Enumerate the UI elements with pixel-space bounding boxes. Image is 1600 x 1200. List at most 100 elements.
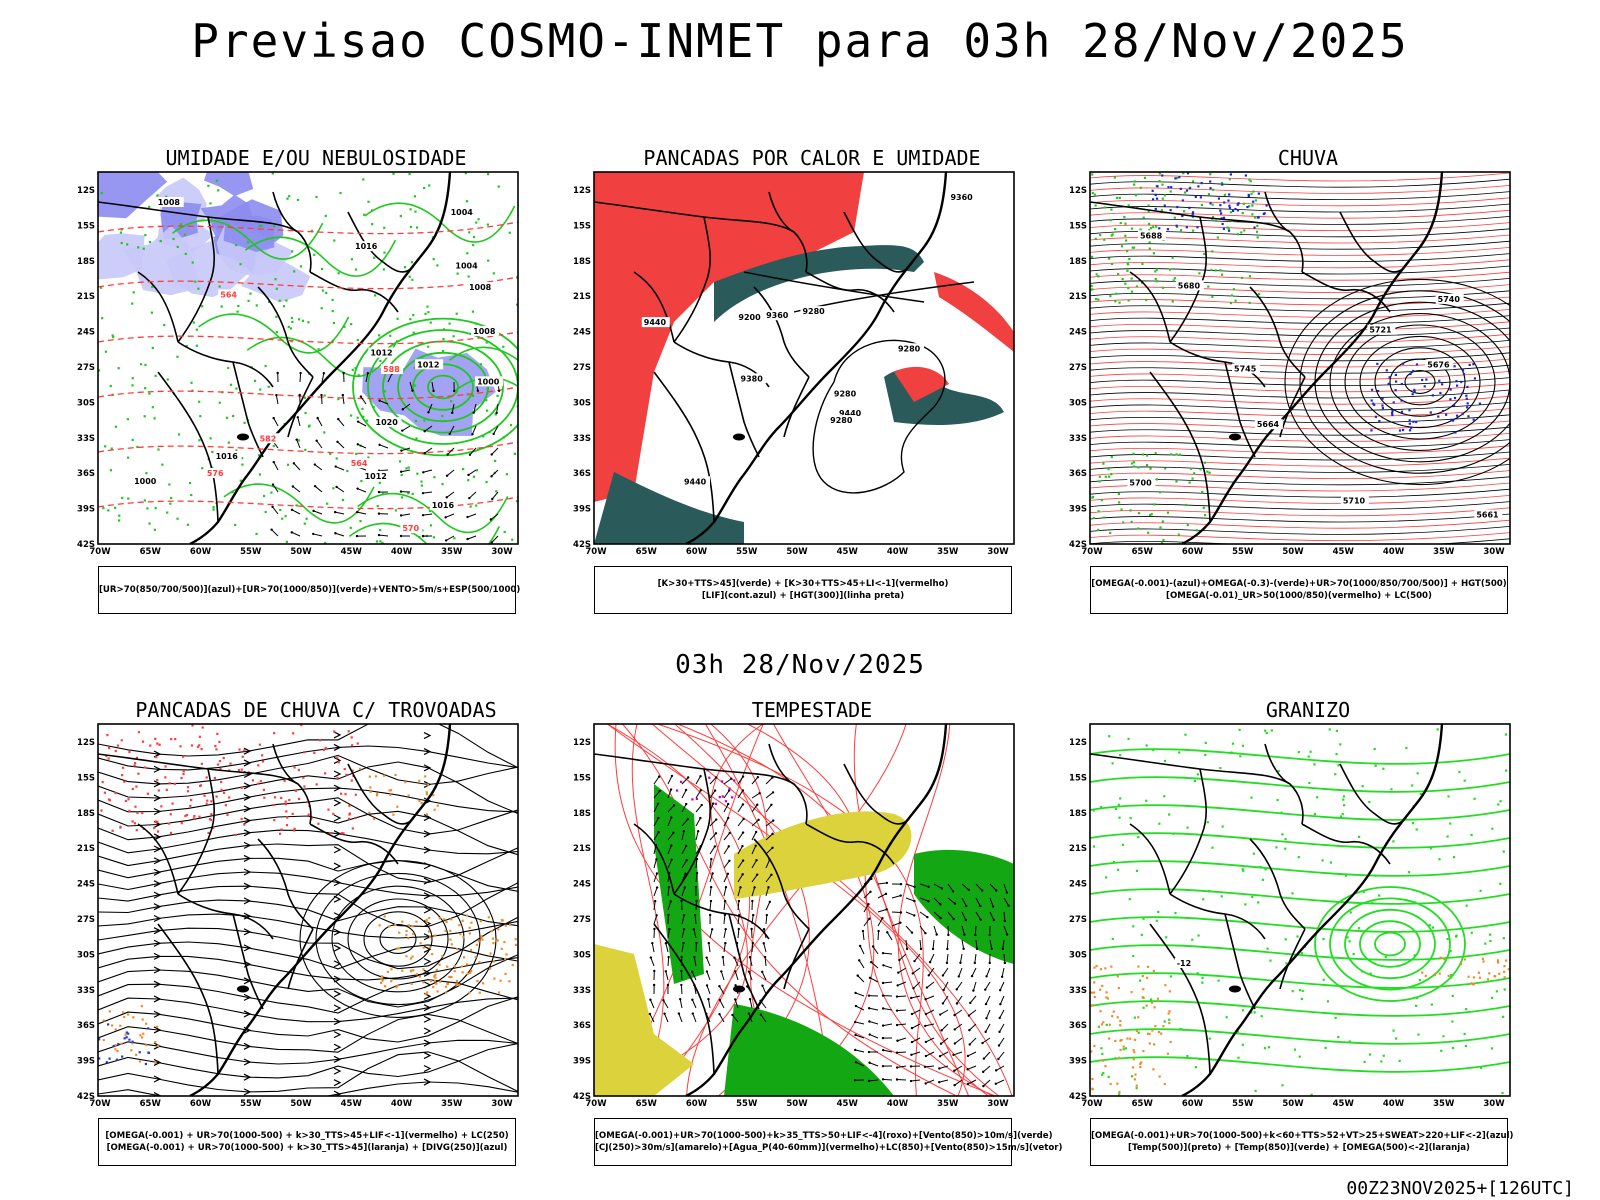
temperature-850-contour	[1111, 937, 1114, 941]
wind-vector	[316, 440, 323, 449]
wind-vector	[982, 1065, 991, 1073]
instability-red-cell	[297, 797, 301, 800]
wind-vector	[723, 887, 727, 897]
humidity-low-contour	[329, 452, 332, 456]
streamline-arrow	[333, 1043, 342, 1051]
wind-vector	[402, 425, 411, 432]
streamline	[98, 1043, 518, 1079]
wind-vector-head	[881, 1036, 885, 1040]
omega-green-cell	[1216, 236, 1219, 239]
wind-vector	[1003, 953, 1006, 964]
omega-green-cell	[1173, 277, 1176, 280]
instability-orange-cell	[459, 933, 462, 936]
instability-orange-cell	[396, 805, 399, 808]
wind-vector-head	[663, 1012, 666, 1015]
wind-vector	[954, 1065, 963, 1072]
lat-tick-label: 33S	[77, 986, 95, 996]
instability-orange-cell	[508, 980, 511, 983]
wind-vector	[273, 417, 279, 427]
omega-blue-cell	[1413, 388, 1416, 392]
humidity-low-contour	[379, 540, 382, 543]
contour-label-bg	[1340, 495, 1369, 506]
wind-vector-head	[941, 1002, 945, 1005]
instability-red-cell	[228, 796, 231, 799]
instability-orange-cell	[490, 929, 493, 933]
wind-vector	[737, 928, 740, 939]
instability-red-cell	[313, 751, 316, 755]
omega-blue-cell	[1209, 202, 1212, 205]
wind-vector-head	[657, 816, 660, 820]
wind-vector-head	[699, 775, 702, 778]
omega-orange-cell	[1486, 978, 1490, 981]
omega-orange-cell	[1168, 990, 1171, 993]
omega-green-cell	[1177, 533, 1180, 536]
humidity-low-contour	[472, 394, 475, 397]
instability-red-cell	[208, 818, 212, 821]
instability-red-cell	[106, 733, 109, 737]
contour-label: 5721	[1369, 326, 1392, 335]
temperature-850-contour	[1316, 796, 1319, 799]
wind-vector	[883, 1049, 893, 1053]
wind-vector-head	[994, 1069, 998, 1072]
wind-vector	[469, 447, 477, 456]
wind-vector	[695, 846, 702, 855]
humidity-low-contour	[477, 218, 480, 221]
humidity-low-contour	[281, 517, 284, 520]
humidity-low-contour	[192, 321, 195, 324]
omega-blue-cell	[1229, 173, 1232, 176]
humidity-low-contour	[378, 481, 381, 484]
wind-vector	[751, 776, 759, 785]
omega-green-cell	[1228, 178, 1231, 181]
height-contour	[1090, 197, 1510, 207]
divergence-blue-cell	[127, 1032, 130, 1035]
contour-label: 9200	[738, 313, 761, 322]
humidity-low-contour	[413, 366, 416, 370]
omega-orange-cell	[1148, 1042, 1151, 1045]
wind-vector-head	[926, 915, 929, 919]
omega-blue-cell	[1227, 199, 1230, 202]
wind-vector	[336, 486, 345, 493]
instability-orange-cell	[139, 1034, 142, 1037]
omega-green-cell	[1124, 234, 1127, 237]
instability-orange-cell	[431, 953, 434, 956]
instability-red-cell	[184, 814, 187, 818]
divergence-blue-cell	[123, 1037, 126, 1040]
wind-vector	[446, 469, 455, 477]
temperature-850-contour	[1450, 976, 1453, 979]
instability-red-cell	[347, 730, 350, 733]
wind-vector-head	[754, 844, 757, 848]
cyclone-streamline	[379, 924, 417, 954]
instability-red-cell	[114, 791, 117, 795]
instability-orange-cell	[380, 977, 383, 981]
temperature-850-contour	[1470, 931, 1473, 934]
wind-vector	[877, 893, 887, 899]
humidity-low-contour	[195, 328, 198, 331]
wind-vector	[912, 967, 921, 974]
omega-orange-cell	[1164, 984, 1167, 987]
omega-blue-cell	[1220, 212, 1223, 215]
contour-label: 5745	[1234, 365, 1257, 374]
humidity-low-contour	[299, 265, 303, 268]
height-contour	[1090, 209, 1510, 219]
wind-vector-head	[953, 902, 957, 905]
streamline-arrow	[423, 830, 432, 838]
humidity-low-contour	[268, 300, 271, 303]
instability-red-cell	[284, 803, 287, 806]
humidity-low-contour	[383, 251, 386, 254]
temperature-850-contour	[1473, 797, 1476, 800]
temperature-850-contour	[1293, 1048, 1297, 1051]
omega-green-cell	[1120, 245, 1124, 248]
omega-green-cell	[1117, 492, 1121, 495]
instability-red-cell	[167, 822, 171, 825]
omega-green-cell	[1179, 229, 1183, 232]
wind-vector	[275, 395, 279, 405]
wind-vector-head	[651, 941, 654, 945]
humidity-low-contour	[246, 336, 398, 377]
humidity-low-contour	[168, 483, 171, 486]
temperature-850-contour	[1322, 978, 1325, 981]
wind-vector-head	[427, 411, 430, 414]
contour-label: 576	[207, 469, 224, 478]
humidity-low-contour	[331, 310, 334, 313]
streamline	[98, 843, 518, 883]
